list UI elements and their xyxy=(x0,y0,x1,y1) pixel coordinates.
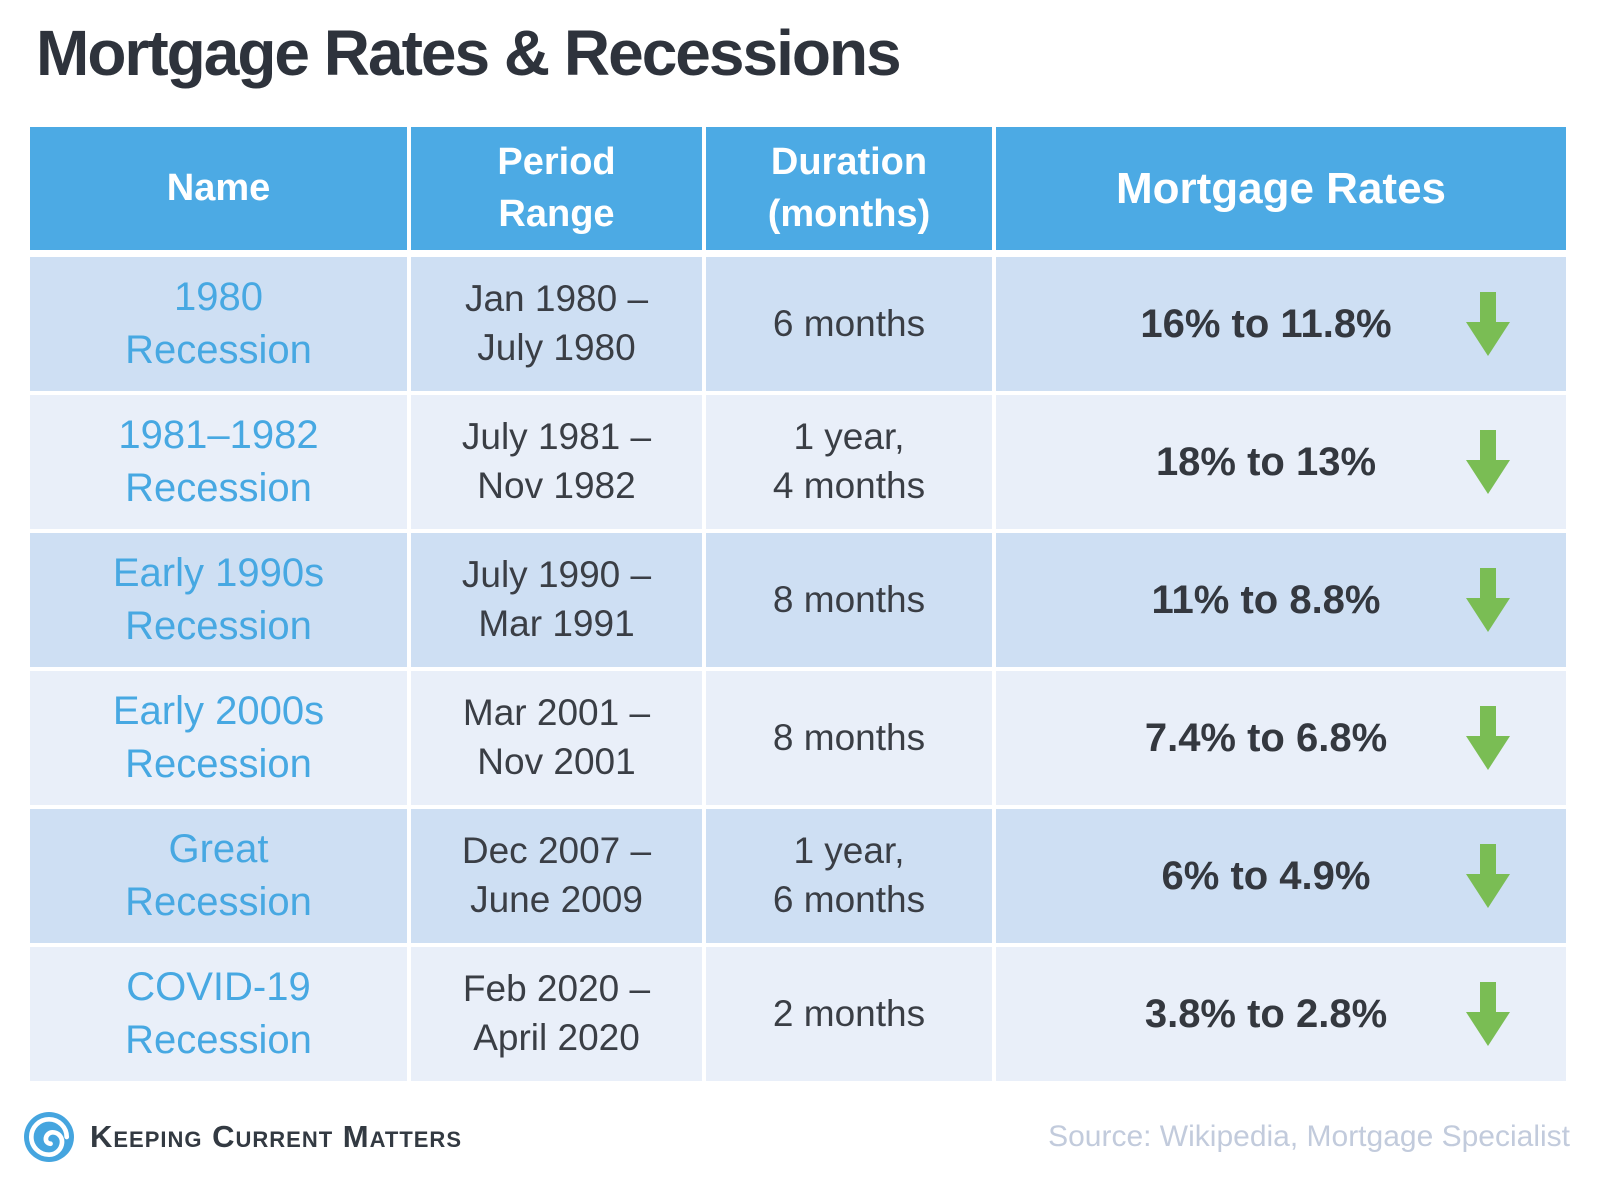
period-cell: Feb 2020 – April 2020 xyxy=(411,947,702,1081)
duration-cell: 8 months xyxy=(706,533,992,667)
rate-change-text: 18% to 13% xyxy=(1155,439,1377,484)
name-cell: Great Recession xyxy=(30,809,407,943)
table-body: 1980 Recession Jan 1980 – July 1980 6 mo… xyxy=(30,257,1570,1081)
name-cell: Early 1990s Recession xyxy=(30,533,407,667)
name-cell: 1980 Recession xyxy=(30,257,407,391)
period-cell: July 1981 – Nov 1982 xyxy=(411,395,702,529)
duration-cell: 6 months xyxy=(706,257,992,391)
duration-cell: 1 year, 6 months xyxy=(706,809,992,943)
period-cell: July 1990 – Mar 1991 xyxy=(411,533,702,667)
rates-cell: 11% to 8.8% xyxy=(996,533,1566,667)
down-arrow-icon xyxy=(1466,844,1510,908)
source-text: Source: Wikipedia, Mortgage Specialist xyxy=(1048,1120,1570,1153)
period-cell: Mar 2001 – Nov 2001 xyxy=(411,671,702,805)
rates-cell: 18% to 13% xyxy=(996,395,1566,529)
header-cell-period-range: Period Range xyxy=(411,127,702,250)
rate-change-text: 6% to 4.9% xyxy=(1161,853,1371,898)
down-arrow-icon xyxy=(1466,430,1510,494)
header-cell-mortgage-rates: Mortgage Rates xyxy=(996,127,1566,250)
period-cell: Dec 2007 – June 2009 xyxy=(411,809,702,943)
period-cell: Jan 1980 – July 1980 xyxy=(411,257,702,391)
rate-change-text: 11% to 8.8% xyxy=(1151,577,1381,622)
rate-change-text: 3.8% to 2.8% xyxy=(1144,991,1388,1036)
down-arrow-icon xyxy=(1466,292,1510,356)
header-row: Name Period Range Duration (months) Mort… xyxy=(30,127,1570,250)
recessions-table: Name Period Range Duration (months) Mort… xyxy=(30,127,1570,1081)
rates-cell: 16% to 11.8% xyxy=(996,257,1566,391)
name-cell: Early 2000s Recession xyxy=(30,671,407,805)
rates-cell: 6% to 4.9% xyxy=(996,809,1566,943)
duration-cell: 8 months xyxy=(706,671,992,805)
duration-cell: 1 year, 4 months xyxy=(706,395,992,529)
down-arrow-icon xyxy=(1466,706,1510,770)
rate-change-text: 7.4% to 6.8% xyxy=(1144,715,1388,760)
rates-cell: 3.8% to 2.8% xyxy=(996,947,1566,1081)
header-cell-name: Name xyxy=(30,127,407,250)
down-arrow-icon xyxy=(1466,982,1510,1046)
duration-cell: 2 months xyxy=(706,947,992,1081)
footer: Keeping Current Matters Source: Wikipedi… xyxy=(24,1102,1570,1172)
down-arrow-icon xyxy=(1466,568,1510,632)
rate-change-text: 16% to 11.8% xyxy=(1140,301,1392,346)
page-title: Mortgage Rates & Recessions xyxy=(36,17,902,89)
kcm-logo: Keeping Current Matters xyxy=(24,1112,462,1162)
name-cell: COVID-19 Recession xyxy=(30,947,407,1081)
name-cell: 1981–1982 Recession xyxy=(30,395,407,529)
rates-cell: 7.4% to 6.8% xyxy=(996,671,1566,805)
kcm-logo-icon xyxy=(24,1112,74,1162)
header-cell-duration: Duration (months) xyxy=(706,127,992,250)
brand-name: Keeping Current Matters xyxy=(90,1119,462,1154)
